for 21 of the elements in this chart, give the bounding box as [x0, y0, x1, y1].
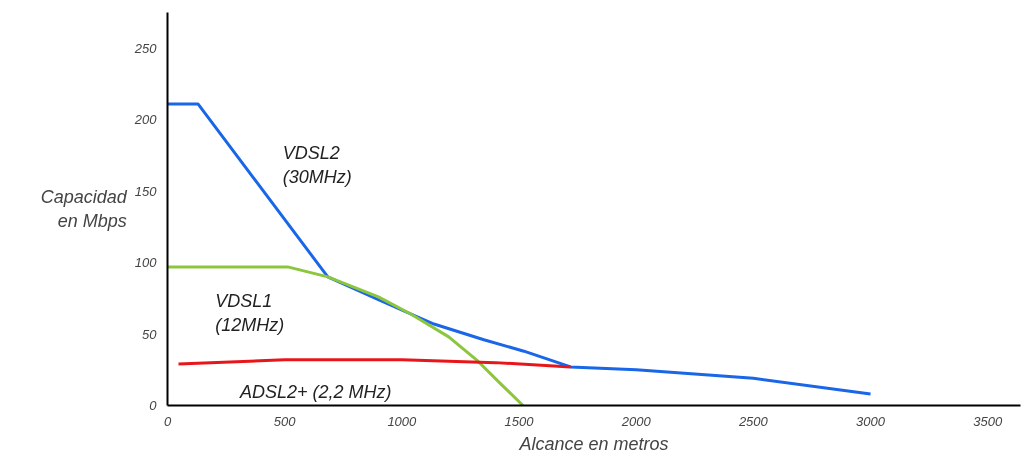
series-label: VDSL1 (12MHz)	[215, 290, 285, 335]
x-tick-label: 2500	[737, 413, 769, 429]
series-label: VDSL2 (30MHz)	[282, 143, 352, 188]
y-tick-label: 200	[133, 112, 158, 128]
series-label: ADSL2+ (2,2 MHz)	[239, 381, 392, 402]
y-tick-label: 100	[134, 255, 158, 271]
y-axis-title: Capacidad en Mbps	[40, 187, 128, 231]
x-tick-label: 0	[163, 413, 172, 429]
y-tick-label: 50	[142, 326, 158, 342]
x-tick-label: 1000	[387, 413, 418, 429]
x-tick-label: 3500	[973, 413, 1003, 429]
x-tick-label: 500	[273, 413, 297, 429]
y-tick-label: 150	[134, 183, 158, 199]
x-tick-label: 1500	[504, 413, 535, 429]
x-axis-title: Alcance en metros	[518, 433, 669, 454]
line-series	[167, 265, 525, 406]
y-tick-label: 0	[149, 398, 158, 413]
y-tick-label: 250	[133, 40, 158, 56]
x-tick-label: 2000	[620, 413, 652, 429]
x-tick-label: 3000	[856, 413, 886, 429]
line-series	[177, 358, 573, 369]
